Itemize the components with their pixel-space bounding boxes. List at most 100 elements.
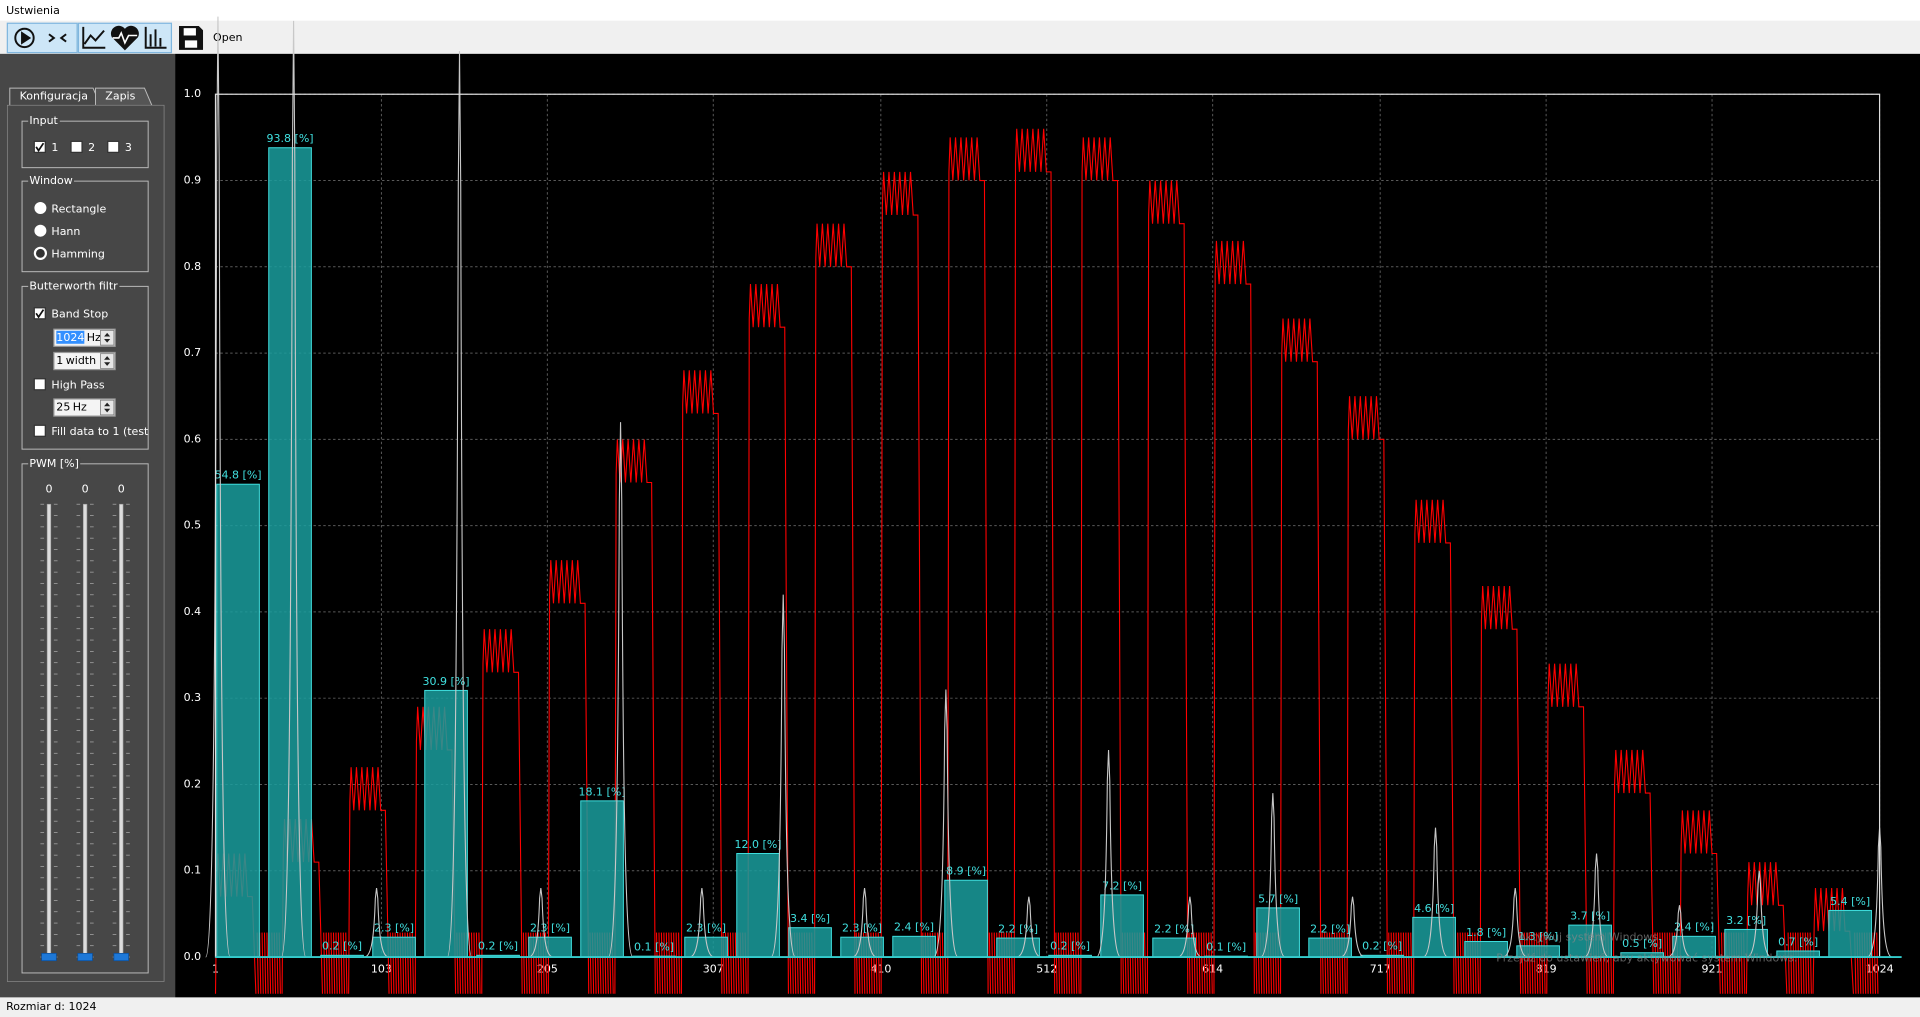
watermark: Przejdź do ustawień, aby aktywować syste… (1496, 951, 1797, 964)
spin-value: 25 (56, 401, 70, 414)
bar-label: 93.8 [%] (267, 132, 314, 145)
group-box (21, 180, 149, 273)
spin-unit: Hz (87, 331, 101, 344)
bar (268, 147, 312, 958)
checkbox[interactable] (70, 140, 83, 153)
bar-label: 0.2 [%] (322, 940, 362, 953)
checkbox[interactable] (33, 307, 46, 320)
spectrum-peak (1260, 793, 1286, 958)
bar-label: 5.4 [%] (1830, 895, 1870, 908)
checkbox[interactable] (33, 378, 46, 391)
signal-segment (1679, 810, 1746, 994)
x-tick-label: 921 (1702, 962, 1723, 975)
spectrum-peak (1340, 896, 1365, 958)
collapse-button[interactable] (48, 33, 67, 43)
x-tick-label: 819 (1536, 962, 1557, 975)
radio-button[interactable] (33, 246, 48, 260)
tab-page (6, 104, 165, 982)
line-chart-button[interactable] (82, 26, 106, 49)
spin-box[interactable] (53, 398, 116, 417)
bar-label: 12.0 [%] (735, 838, 782, 851)
checkbox[interactable] (33, 424, 46, 437)
spectrum-peak (1016, 896, 1042, 958)
spectrum-peak (1096, 749, 1122, 958)
radio-button[interactable] (34, 224, 47, 237)
radio-label: Hann (51, 225, 80, 238)
heart-button[interactable] (111, 25, 139, 51)
y-tick-label: 0.9 (184, 174, 202, 187)
spin-arrows[interactable] (100, 399, 115, 416)
bar-label: 2.3 [%] (374, 922, 414, 935)
slider-value: 0 (82, 483, 89, 496)
spin-arrow-icons (104, 402, 111, 413)
slider-handle[interactable] (113, 952, 129, 962)
slider-track (46, 503, 52, 958)
bar-label: 30.9 [%] (423, 675, 470, 688)
tab[interactable] (95, 87, 153, 106)
checkbox[interactable] (107, 140, 120, 153)
open-label[interactable]: Open (213, 31, 242, 44)
chart: 0.00.10.20.30.40.50.60.70.80.91.01 103 205… (184, 16, 1902, 994)
bar-label: 7.2 [%] (1102, 879, 1142, 892)
checkbox[interactable] (33, 140, 46, 153)
signal-segment (1013, 128, 1080, 994)
group-title: Butterworth filtr (29, 279, 118, 292)
spin-box[interactable] (53, 351, 116, 371)
signal-segment (814, 223, 881, 994)
signal-segment (880, 171, 947, 994)
play-button[interactable] (14, 27, 35, 49)
bar-label: 5.7 [%] (1258, 892, 1298, 905)
bar-chart-button[interactable] (144, 26, 167, 49)
signal-segment (1213, 240, 1280, 994)
y-tick-label: 0.8 (184, 260, 202, 273)
status-text: Rozmiar d: 1024 (6, 1000, 96, 1013)
toolbar-icons (6, 22, 204, 54)
signal-segment (1745, 862, 1812, 994)
spin-arrows[interactable] (100, 330, 115, 346)
bar-label: 0.5 [%] (1622, 937, 1662, 950)
bar-label: 0.2 [%] (478, 940, 518, 953)
y-tick-label: 0.1 (184, 864, 202, 877)
signal-segment (680, 370, 747, 994)
bar-label: 0.2 [%] (1362, 940, 1402, 953)
bar (840, 936, 884, 958)
watermark: Aktywuj system Windows (1518, 930, 1658, 943)
checkbox-label: Fill data to 1 (test (51, 425, 149, 438)
signal-segment (1479, 585, 1546, 994)
spectrum-peak (205, 16, 231, 958)
bar-label: 2.2 [%] (1310, 922, 1350, 935)
y-tick-label: 0.5 (184, 519, 202, 532)
slider-handle[interactable] (41, 952, 57, 962)
group-title: Window (29, 174, 72, 187)
spin-arrows[interactable] (100, 353, 115, 369)
slider-value: 0 (45, 483, 52, 496)
bar-label: 3.2 [%] (1726, 914, 1766, 927)
tab-label[interactable]: Konfiguracja (20, 90, 88, 103)
bar-label: 3.4 [%] (790, 912, 830, 925)
toolbar (0, 20, 1920, 54)
signal-segment (947, 137, 1014, 994)
x-tick-label: 205 (537, 962, 558, 975)
checkbox-label: Band Stop (51, 308, 108, 321)
bar (788, 927, 832, 958)
signal-segment (1080, 137, 1147, 994)
bar (372, 936, 416, 958)
bar-label: 2.3 [%] (530, 922, 570, 935)
bar-label: 4.6 [%] (1414, 902, 1454, 915)
bar-label: 0.7 [%] (1778, 935, 1818, 948)
bar (1152, 937, 1196, 958)
bar (1412, 916, 1456, 958)
y-tick-label: 1.0 (184, 87, 202, 100)
spin-arrow-icons (104, 332, 111, 343)
spin-unit: width (66, 354, 96, 367)
group-title: Input (29, 114, 58, 127)
signal-segment (547, 560, 614, 994)
tab-label[interactable]: Zapis (105, 90, 135, 103)
signal-segment (481, 629, 548, 994)
bar-label: 18.1 [%] (579, 785, 626, 798)
bar-label: 2.2 [%] (998, 922, 1038, 935)
group-title-bg (28, 456, 81, 470)
slider-handle[interactable] (77, 952, 93, 962)
radio-button[interactable] (34, 202, 47, 215)
